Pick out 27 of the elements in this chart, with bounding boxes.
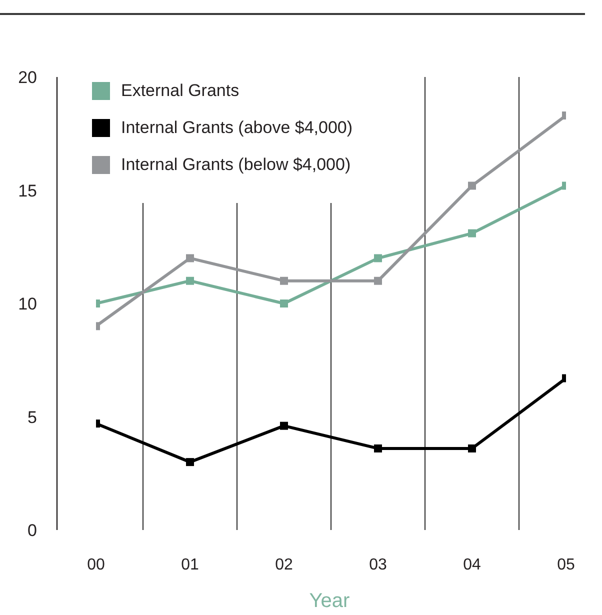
point [468, 444, 476, 452]
legend-label: Internal Grants (below $4,000) [121, 154, 351, 174]
x-tick-label: 04 [463, 556, 481, 574]
point [186, 458, 194, 466]
legend-label: Internal Grants (above $4,000) [121, 118, 353, 138]
y-tick-label: 20 [18, 68, 37, 88]
legend-label: External Grants [121, 80, 240, 100]
x-tick-label: 01 [181, 556, 199, 574]
point [280, 300, 288, 308]
point [468, 182, 476, 190]
y-tick-label: 5 [28, 408, 37, 427]
point [186, 254, 194, 262]
x-axis-title: Year [309, 590, 350, 612]
point [468, 229, 476, 238]
point [374, 276, 382, 285]
point [280, 422, 288, 430]
x-tick-label: 02 [275, 556, 293, 574]
y-tick-label: 0 [28, 521, 37, 540]
point [374, 444, 382, 452]
x-tick-label: 05 [557, 556, 575, 574]
y-tick-label: 15 [18, 181, 37, 200]
point [374, 254, 382, 262]
x-tick-label: 03 [369, 556, 387, 574]
x-tick-label: 00 [87, 556, 105, 574]
y-tick-label: 10 [18, 294, 37, 314]
point [280, 276, 288, 285]
point [186, 276, 194, 285]
